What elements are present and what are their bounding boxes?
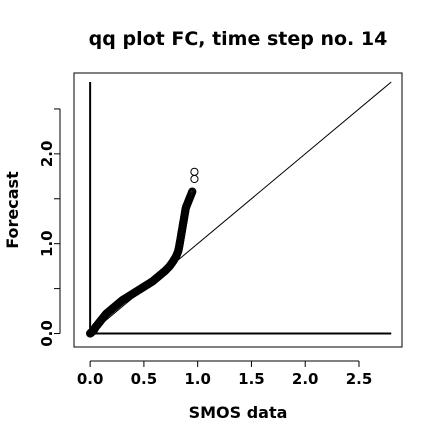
data-point [188, 187, 197, 196]
x-tick-label: 1.5 [238, 370, 265, 388]
data-point [190, 174, 199, 184]
y-axis-ticks: 0.0 1.0 2.0 [38, 108, 60, 347]
y-tick-label: 1.0 [38, 230, 56, 257]
y-axis-title: Forecast [3, 171, 22, 249]
x-axis-ticks: 0.0 0.5 1.0 1.5 2.0 2.5 [77, 361, 372, 388]
x-tick-label: 0.5 [131, 370, 158, 388]
plot-frame [73, 72, 403, 348]
y-tick-label: 0.0 [38, 320, 56, 347]
chart-title: qq plot FC, time step no. 14 [89, 28, 388, 50]
x-tick-label: 1.0 [184, 370, 211, 388]
y-tick-label: 2.0 [38, 141, 56, 168]
x-tick-label: 2.0 [292, 370, 319, 388]
data-point [190, 167, 199, 176]
data-points [86, 167, 199, 338]
axis-lines [59, 108, 359, 362]
x-tick-label: 2.5 [346, 370, 373, 388]
x-axis-title: SMOS data [189, 403, 288, 422]
x-tick-label: 0.0 [77, 370, 104, 388]
